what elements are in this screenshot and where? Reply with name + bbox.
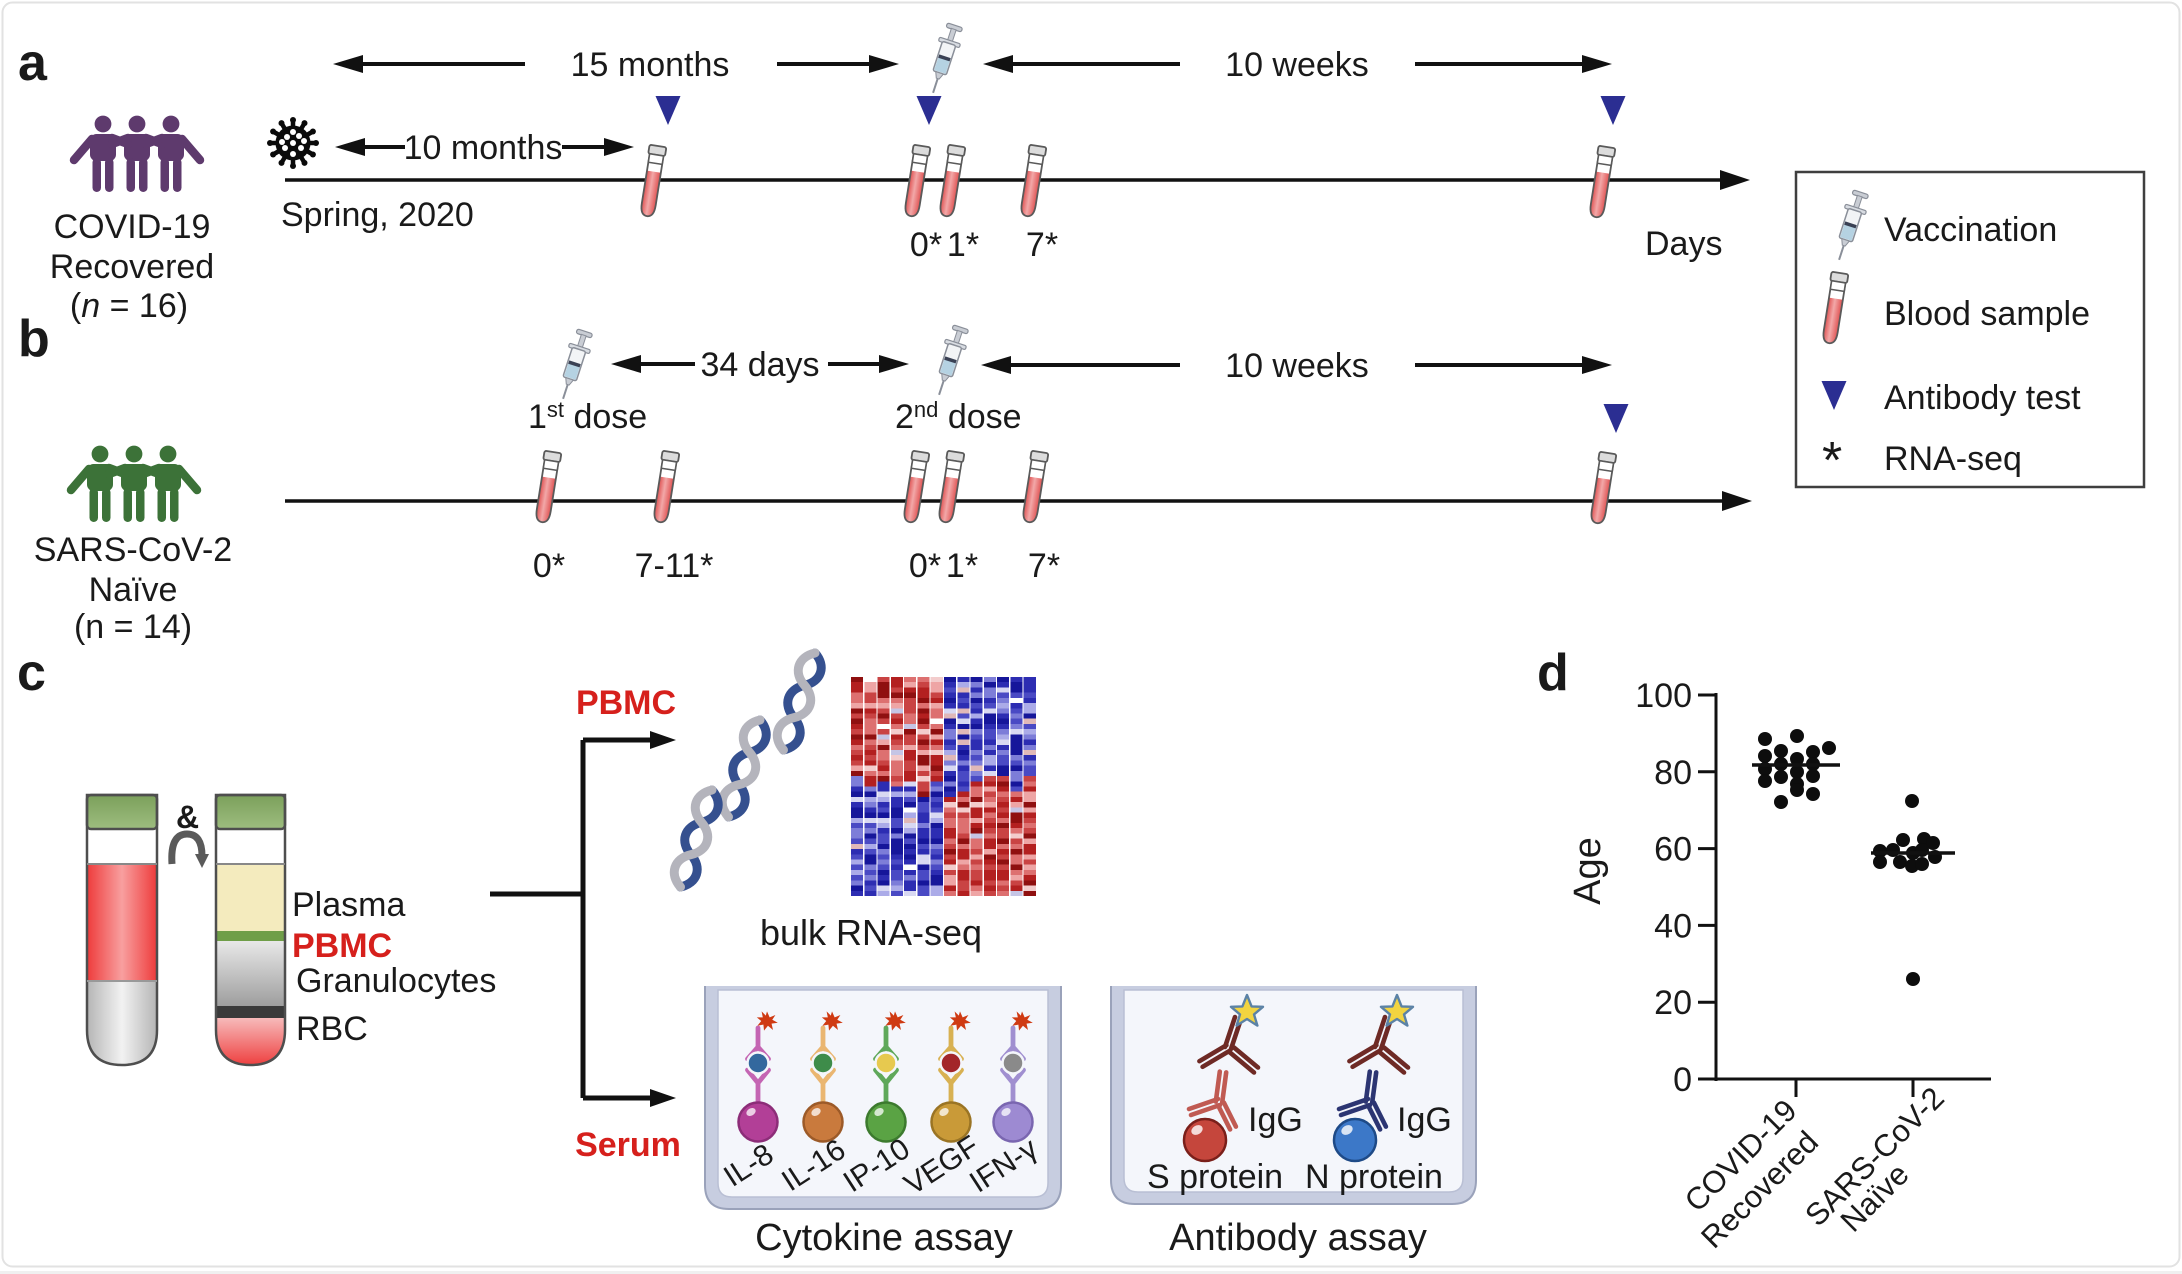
svg-text:PBMC: PBMC bbox=[576, 684, 676, 722]
svg-text:60: 60 bbox=[1654, 831, 1692, 869]
svg-text:bulk RNA-seq: bulk RNA-seq bbox=[760, 912, 982, 953]
svg-text:40: 40 bbox=[1654, 907, 1692, 945]
svg-text:1*: 1* bbox=[946, 547, 978, 585]
svg-text:20: 20 bbox=[1654, 984, 1692, 1022]
svg-text:10 months: 10 months bbox=[404, 129, 563, 167]
svg-text:c: c bbox=[17, 644, 46, 702]
svg-text:(n = 14): (n = 14) bbox=[74, 608, 192, 646]
svg-text:Recovered: Recovered bbox=[50, 248, 214, 286]
svg-text:(n = 16): (n = 16) bbox=[70, 287, 188, 325]
svg-text:N protein: N protein bbox=[1305, 1158, 1443, 1196]
svg-text:0*: 0* bbox=[910, 226, 942, 264]
svg-text:SARS-CoV-2: SARS-CoV-2 bbox=[34, 531, 232, 569]
svg-text:Serum: Serum bbox=[575, 1126, 681, 1164]
svg-text:&: & bbox=[176, 799, 199, 835]
svg-text:Cytokine assay: Cytokine assay bbox=[755, 1217, 1013, 1259]
svg-text:*: * bbox=[1822, 432, 1842, 490]
svg-text:0: 0 bbox=[1673, 1061, 1692, 1099]
svg-text:Antibody assay: Antibody assay bbox=[1169, 1217, 1427, 1259]
svg-text:7*: 7* bbox=[1028, 547, 1060, 585]
svg-text:80: 80 bbox=[1654, 754, 1692, 792]
svg-text:Spring, 2020: Spring, 2020 bbox=[281, 196, 474, 234]
svg-text:1st dose: 1st dose bbox=[528, 397, 647, 436]
svg-text:S protein: S protein bbox=[1147, 1158, 1283, 1196]
svg-text:Antibody test: Antibody test bbox=[1884, 379, 2081, 417]
svg-text:1*: 1* bbox=[947, 226, 979, 264]
svg-text:Age: Age bbox=[1567, 837, 1609, 905]
svg-text:0*: 0* bbox=[909, 547, 941, 585]
svg-text:34 days: 34 days bbox=[700, 346, 819, 384]
svg-text:7-11*: 7-11* bbox=[635, 547, 714, 585]
svg-text:Vaccination: Vaccination bbox=[1884, 211, 2057, 249]
svg-text:RBC: RBC bbox=[296, 1010, 368, 1048]
svg-text:a: a bbox=[18, 34, 48, 92]
svg-text:Granulocytes: Granulocytes bbox=[296, 962, 496, 1000]
svg-text:b: b bbox=[18, 310, 50, 368]
svg-text:Blood sample: Blood sample bbox=[1884, 295, 2090, 333]
svg-text:7*: 7* bbox=[1026, 226, 1058, 264]
svg-text:Days: Days bbox=[1645, 225, 1722, 263]
svg-text:IgG: IgG bbox=[1397, 1101, 1452, 1139]
svg-text:d: d bbox=[1537, 644, 1569, 702]
svg-text:RNA-seq: RNA-seq bbox=[1884, 440, 2022, 478]
svg-text:0*: 0* bbox=[533, 547, 565, 585]
svg-text:IgG: IgG bbox=[1248, 1101, 1303, 1139]
svg-text:10 weeks: 10 weeks bbox=[1225, 46, 1369, 84]
svg-text:Naïve: Naïve bbox=[89, 571, 178, 609]
svg-text:100: 100 bbox=[1635, 677, 1692, 715]
svg-text:PBMC: PBMC bbox=[292, 927, 392, 965]
svg-text:COVID-19: COVID-19 bbox=[54, 208, 211, 246]
svg-text:Plasma: Plasma bbox=[292, 886, 405, 924]
svg-text:10 weeks: 10 weeks bbox=[1225, 347, 1369, 385]
svg-text:15 months: 15 months bbox=[571, 46, 730, 84]
